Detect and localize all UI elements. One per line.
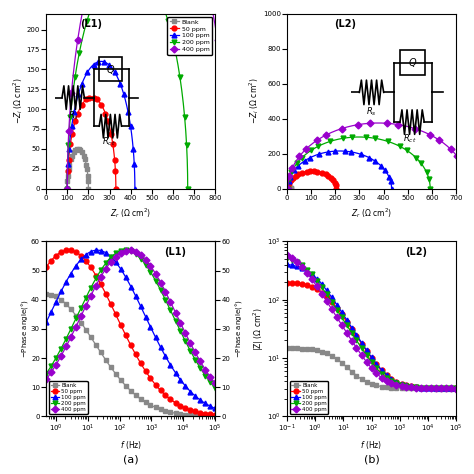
Y-axis label: $-Z_i$ ($\Omega$ cm$^2$): $-Z_i$ ($\Omega$ cm$^2$) (11, 78, 25, 125)
X-axis label: $f$ (Hz): $f$ (Hz) (119, 439, 142, 452)
Y-axis label: $-$Phase angle($\degree$): $-$Phase angle($\degree$) (233, 300, 244, 358)
X-axis label: $Z_r$ ($\Omega$ cm$^2$): $Z_r$ ($\Omega$ cm$^2$) (351, 206, 392, 220)
Text: (a): (a) (123, 455, 138, 465)
X-axis label: $f$ (Hz): $f$ (Hz) (360, 439, 383, 452)
Y-axis label: |Z| ($\Omega$ cm$^2$): |Z| ($\Omega$ cm$^2$) (251, 307, 265, 351)
Y-axis label: $-Z_i$ ($\Omega$ cm$^2$): $-Z_i$ ($\Omega$ cm$^2$) (247, 78, 261, 125)
Text: (L2): (L2) (405, 246, 428, 256)
Legend: Blank, 50 ppm, 100 ppm, 200 ppm, 400 ppm: Blank, 50 ppm, 100 ppm, 200 ppm, 400 ppm (290, 381, 328, 414)
Legend: Blank, 50 ppm, 100 ppm, 200 ppm, 400 ppm: Blank, 50 ppm, 100 ppm, 200 ppm, 400 ppm (167, 17, 212, 55)
Y-axis label: $-$Phase angle($\degree$): $-$Phase angle($\degree$) (18, 300, 29, 358)
X-axis label: $Z_r$ ($\Omega$ cm$^2$): $Z_r$ ($\Omega$ cm$^2$) (110, 206, 151, 220)
Text: (L1): (L1) (80, 19, 102, 29)
Text: (L2): (L2) (334, 19, 356, 29)
Legend: Blank, 50 ppm, 100 ppm, 200 ppm, 400 ppm: Blank, 50 ppm, 100 ppm, 200 ppm, 400 ppm (49, 381, 88, 414)
Text: (b): (b) (364, 455, 379, 465)
Text: (L1): (L1) (164, 246, 186, 256)
